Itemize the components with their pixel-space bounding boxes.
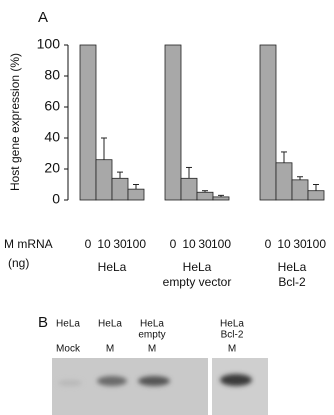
bar bbox=[308, 191, 324, 200]
bar bbox=[128, 189, 144, 200]
band bbox=[220, 374, 252, 386]
panel-label: A bbox=[38, 9, 48, 26]
lane-treatment: M bbox=[106, 344, 114, 355]
lane-label: HeLa bbox=[98, 319, 122, 330]
band bbox=[97, 376, 127, 386]
bar bbox=[112, 178, 128, 200]
lane-label: HeLa bbox=[220, 319, 244, 330]
y-tick-label: 40 bbox=[44, 129, 60, 145]
lane-label: HeLa bbox=[56, 319, 80, 330]
y-tick-label: 20 bbox=[44, 160, 60, 176]
bar bbox=[213, 197, 229, 200]
gel-image bbox=[52, 358, 208, 415]
x-tick-label: 100 bbox=[306, 237, 326, 251]
x-tick-label: 10 bbox=[97, 237, 111, 251]
lane-label: HeLa bbox=[140, 319, 164, 330]
x-tick-label: 100 bbox=[126, 237, 146, 251]
lane-label: empty bbox=[138, 330, 165, 341]
x-tick-label: 0 bbox=[85, 237, 92, 251]
bar bbox=[96, 160, 112, 200]
panel-label: B bbox=[38, 314, 48, 331]
group-label: Bcl-2 bbox=[278, 275, 306, 289]
y-axis-label: Host gene expression (%) bbox=[8, 53, 22, 191]
x-axis-label: M mRNA bbox=[4, 237, 53, 251]
x-tick-label: 10 bbox=[277, 237, 291, 251]
y-tick-label: 100 bbox=[37, 36, 61, 52]
y-tick-label: 80 bbox=[44, 67, 60, 83]
band bbox=[58, 380, 82, 386]
bar bbox=[276, 163, 292, 200]
band bbox=[138, 376, 170, 386]
x-axis-label: (ng) bbox=[8, 256, 29, 270]
x-tick-label: 30 bbox=[198, 237, 212, 251]
bar bbox=[181, 178, 197, 200]
bar bbox=[197, 192, 213, 200]
bar bbox=[292, 180, 308, 200]
lane-label: Bcl-2 bbox=[221, 330, 244, 341]
group-label: HeLa bbox=[98, 260, 127, 274]
x-tick-label: 0 bbox=[170, 237, 177, 251]
figure: A Host gene expression (%) M mRNA (ng) B… bbox=[0, 0, 334, 415]
x-tick-label: 100 bbox=[211, 237, 231, 251]
bar bbox=[80, 45, 96, 200]
group-label: HeLa bbox=[278, 260, 307, 274]
y-tick-label: 0 bbox=[52, 191, 60, 207]
group-label: empty vector bbox=[163, 275, 232, 289]
x-tick-label: 30 bbox=[293, 237, 307, 251]
x-tick-label: 10 bbox=[182, 237, 196, 251]
group-label: HeLa bbox=[183, 260, 212, 274]
bar bbox=[260, 45, 276, 200]
lane-treatment: M bbox=[148, 344, 156, 355]
y-tick-label: 60 bbox=[44, 98, 60, 114]
bar bbox=[165, 45, 181, 200]
x-tick-label: 30 bbox=[113, 237, 127, 251]
gel-image bbox=[212, 358, 268, 415]
lane-treatment: Mock bbox=[56, 344, 81, 355]
lane-treatment: M bbox=[228, 344, 236, 355]
x-tick-label: 0 bbox=[265, 237, 272, 251]
